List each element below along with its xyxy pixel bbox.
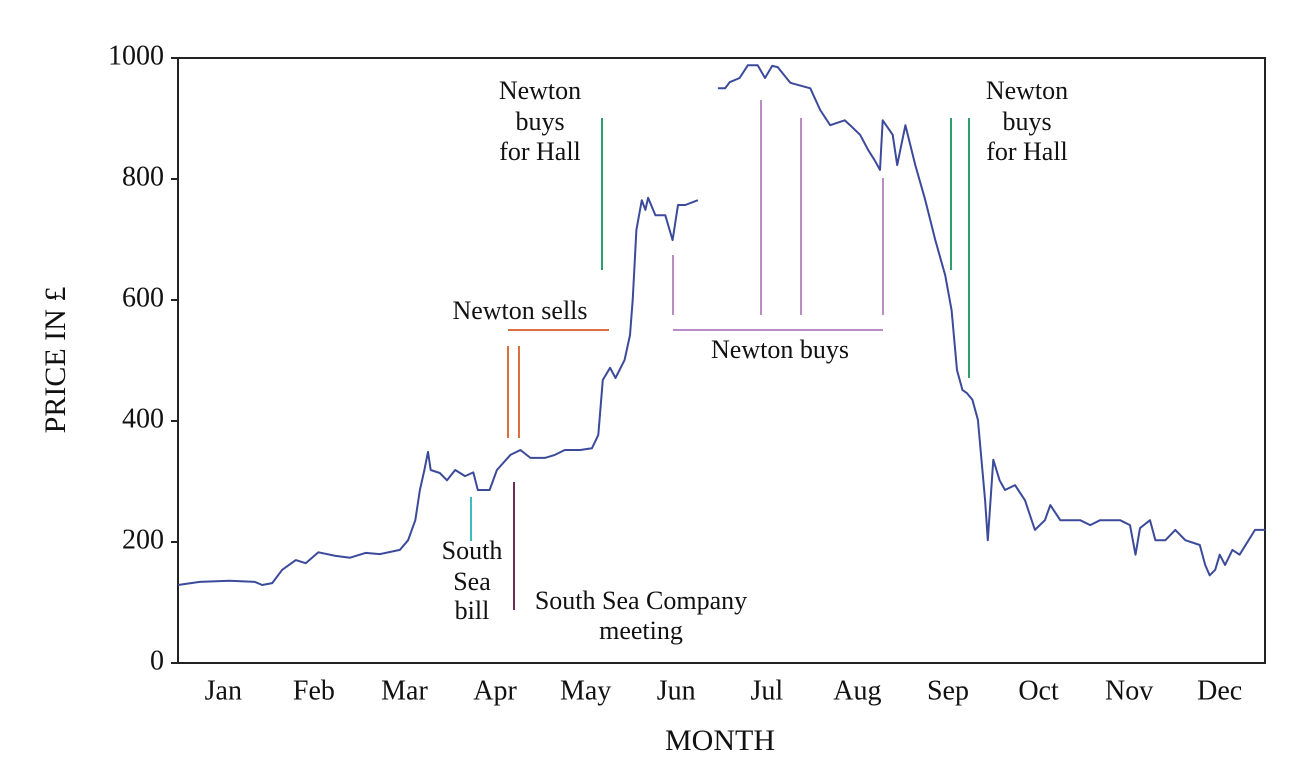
x-tick-label: Aug: [833, 675, 881, 706]
annotation-text: buys: [515, 107, 564, 136]
y-tick-label: 400: [122, 403, 164, 434]
annotation-text: meeting: [599, 616, 683, 645]
annotation-text: for Hall: [499, 137, 581, 166]
x-axis-title: MONTH: [665, 724, 775, 757]
x-tick-label: Dec: [1197, 675, 1242, 706]
annotation-text: Newton buys: [711, 335, 849, 364]
x-tick-label: Sep: [927, 675, 969, 706]
annotations: Newton buys for Hall Newton buys for Hal…: [442, 76, 1069, 645]
x-tick-label: May: [560, 675, 611, 706]
x-tick-label: Apr: [473, 675, 517, 706]
annotation-text: for Hall: [986, 137, 1068, 166]
price-line: [177, 64, 1265, 586]
annotation-text: Sea: [453, 567, 491, 596]
x-tick-label: Jun: [657, 675, 696, 706]
x-tick-label: Mar: [381, 675, 428, 706]
annotation-text: South Sea Company: [535, 586, 747, 615]
annotation-text: Newton sells: [452, 296, 587, 325]
annotation-text: South: [442, 536, 503, 565]
x-tick-label: Nov: [1105, 675, 1153, 706]
y-tick-label: 200: [122, 524, 164, 555]
annotation-text: Newton: [499, 76, 581, 105]
x-tick-label: Jan: [205, 675, 242, 706]
y-tick-label: 1000: [108, 40, 164, 71]
annotation-text: bill: [455, 596, 490, 625]
x-tick-label: Feb: [293, 675, 335, 706]
x-tick-label: Oct: [1018, 675, 1059, 706]
y-tick-label: 600: [122, 282, 164, 313]
x-tick-label: Jul: [750, 675, 783, 706]
y-axis-title: PRICE IN £: [39, 287, 72, 434]
plot-frame: [177, 57, 1266, 664]
annotation-text: Newton: [986, 76, 1068, 105]
y-tick-label: 800: [122, 161, 164, 192]
y-tick-label: 0: [150, 645, 164, 676]
annotation-text: buys: [1002, 107, 1051, 136]
